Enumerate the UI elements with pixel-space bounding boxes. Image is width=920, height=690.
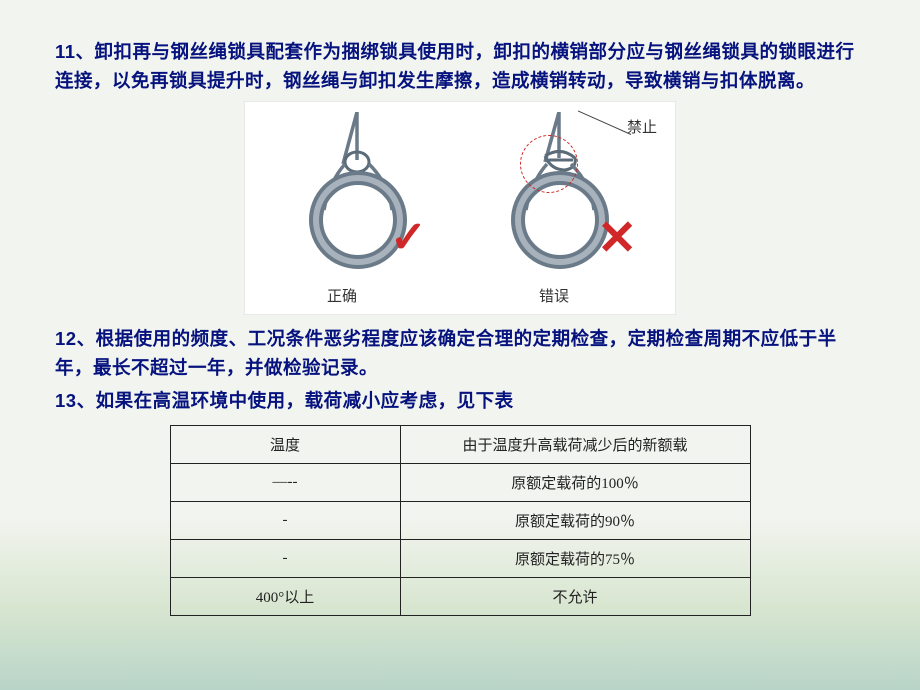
temperature-load-table: 温度 由于温度升高载荷减少后的新额载 —-- 原额定载荷的100％ - 原额定载…: [170, 425, 751, 616]
table-row: - 原额定载荷的90％: [170, 502, 750, 540]
paragraph-13: 13、如果在高温环境中使用，载荷减小应考虑，见下表: [55, 387, 865, 416]
table-cell: 原额定载荷的90％: [400, 502, 750, 540]
correct-checkmark-icon: ✓: [390, 212, 427, 263]
table-cell: -: [170, 540, 400, 578]
prohibit-highlight-circle: [520, 135, 578, 193]
table-row: 400°以上 不允许: [170, 578, 750, 616]
wrong-cross-icon: ✕: [597, 210, 637, 266]
table-header-temp: 温度: [170, 426, 400, 464]
table-header-row: 温度 由于温度升高载荷减少后的新额载: [170, 426, 750, 464]
label-wrong: 错误: [539, 285, 569, 306]
table-cell: 不允许: [400, 578, 750, 616]
paragraph-11: 11、卸扣再与钢丝绳锁具配套作为捆绑锁具使用时，卸扣的横销部分应与钢丝绳锁具的锁…: [55, 38, 865, 95]
shackle-diagram-figure: 禁止 ✓ ✕ 正确 错误: [244, 101, 676, 315]
label-correct: 正确: [327, 285, 357, 306]
table-row: - 原额定载荷的75％: [170, 540, 750, 578]
table-cell: 400°以上: [170, 578, 400, 616]
table-header-load: 由于温度升高载荷减少后的新额载: [400, 426, 750, 464]
table-row: —-- 原额定载荷的100％: [170, 464, 750, 502]
table-cell: 原额定载荷的75％: [400, 540, 750, 578]
table-cell: —--: [170, 464, 400, 502]
slide-content: 11、卸扣再与钢丝绳锁具配套作为捆绑锁具使用时，卸扣的横销部分应与钢丝绳锁具的锁…: [0, 0, 920, 616]
prohibit-label: 禁止: [627, 116, 657, 137]
paragraph-12: 12、根据使用的频度、工况条件恶劣程度应该确定合理的定期检查，定期检查周期不应低…: [55, 325, 865, 382]
table-cell: 原额定载荷的100％: [400, 464, 750, 502]
table-cell: -: [170, 502, 400, 540]
